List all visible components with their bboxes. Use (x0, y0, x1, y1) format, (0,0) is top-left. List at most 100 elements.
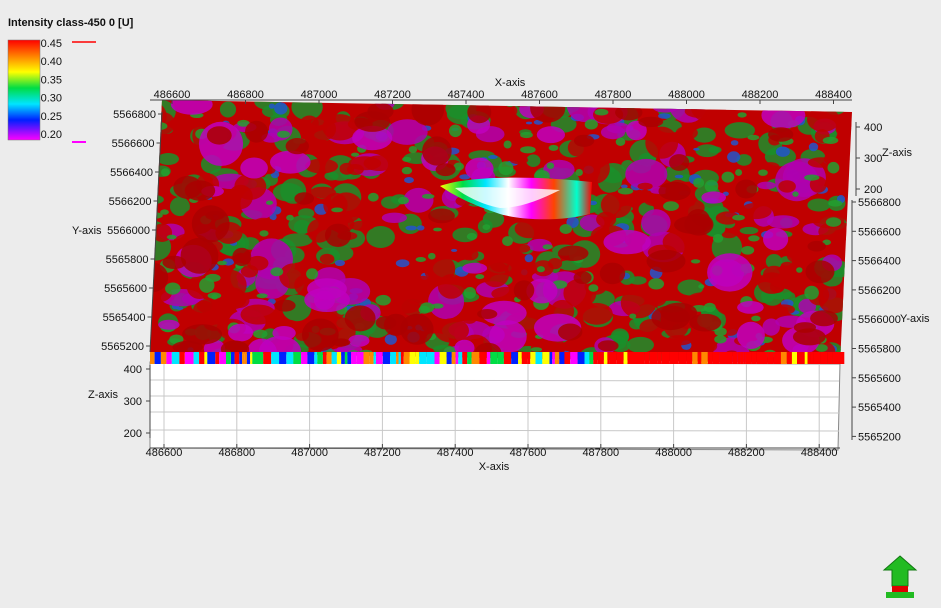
strip-segment (373, 352, 376, 364)
x-tick-label-top: 488000 (668, 89, 705, 101)
strip-segment (244, 352, 247, 364)
surface-patch (305, 158, 339, 174)
y-tick-label-left: 5566800 (113, 109, 156, 121)
strip-segment (160, 352, 167, 364)
surface-patch (807, 240, 826, 252)
strip-segment (419, 352, 427, 364)
surface-patch (498, 161, 514, 176)
surface-patch (277, 130, 290, 138)
surface-patch (282, 233, 313, 247)
x-tick-label-top: 487800 (595, 89, 632, 101)
strip-segment (791, 352, 797, 364)
surface-patch (625, 158, 668, 190)
strip-segment (252, 352, 260, 364)
strip-segment (317, 352, 323, 364)
surface-patch (638, 116, 664, 128)
strip-segment (382, 352, 391, 364)
strip-segment (271, 352, 280, 364)
surface-patch (514, 244, 531, 253)
y-tick-label-right: 5566000 (858, 314, 901, 326)
strip-segment (390, 352, 397, 364)
surface-patch (712, 234, 724, 243)
surface-patch (489, 257, 510, 273)
surface-patch (285, 138, 309, 155)
x-tick-label-bottom: 487600 (510, 447, 547, 459)
surface-patch (646, 249, 686, 273)
strip-segment (603, 352, 608, 364)
strip-segment (521, 352, 528, 364)
surface-patch (435, 163, 456, 177)
surface-patch (349, 220, 375, 231)
x-tick-label-top: 486800 (227, 89, 264, 101)
surface-patch (597, 340, 619, 352)
surface-patch (460, 248, 479, 261)
surface-patch (348, 334, 370, 347)
surface-patch (211, 269, 247, 301)
surface-patch (751, 315, 761, 322)
surface-patch (449, 124, 462, 138)
surface-patch (514, 219, 546, 239)
surface-patch (398, 196, 409, 205)
y-axis-title-right: Y-axis (900, 313, 930, 325)
surface-patch (768, 127, 794, 142)
north-arrow-icon[interactable] (882, 555, 918, 598)
strip-segment (577, 352, 585, 364)
strip-segment (226, 352, 231, 364)
surface-patch (669, 154, 690, 171)
surface-patch (240, 265, 259, 278)
horizon-surface[interactable] (136, 84, 860, 376)
surface-patch (245, 120, 268, 143)
surface-patch (306, 268, 319, 280)
x-tick-label-bottom: 487200 (364, 447, 401, 459)
surface-patch (545, 344, 558, 354)
surface-patch (192, 300, 216, 321)
strip-segment (400, 352, 404, 364)
surface-patch (825, 217, 842, 227)
y-tick-label-left: 5565800 (106, 254, 149, 266)
surface-patch (599, 262, 626, 285)
strip-segment (719, 352, 726, 364)
surface-patch (674, 215, 713, 234)
y-tick-label-right: 5565200 (858, 431, 901, 443)
z-tick-label-right: 200 (864, 184, 882, 196)
surface-patch (575, 153, 610, 185)
strip-segment (415, 352, 420, 364)
strip-segment (231, 352, 235, 364)
surface-patch (256, 293, 268, 299)
surface-patch (620, 184, 628, 189)
strip-segment (193, 352, 200, 364)
strip-segment (242, 352, 245, 364)
strip-segment (219, 352, 226, 364)
strip-segment (760, 352, 768, 364)
surface-patch (704, 179, 719, 193)
x-tick-label-bottom: 488400 (801, 447, 838, 459)
surface-patch (482, 224, 491, 231)
surface-patch (761, 162, 780, 172)
surface-patch (481, 300, 527, 326)
surface-patch (433, 227, 442, 232)
surface-patch (730, 140, 739, 146)
surface-patch (805, 260, 835, 284)
surface-patch (577, 325, 599, 339)
surface-patch (228, 323, 254, 342)
strip-segment (150, 352, 155, 364)
surface-patch (352, 125, 393, 151)
surface-patch (739, 226, 759, 235)
surface-patch (835, 121, 852, 136)
x-axis-title-bottom: X-axis (479, 461, 510, 473)
surface-patch (462, 314, 477, 324)
surface-patch (199, 277, 215, 293)
x-tick-label-top: 487600 (521, 89, 558, 101)
surface-patch (428, 208, 455, 224)
surface-patch (804, 285, 819, 300)
surface-patch (240, 304, 277, 325)
surface-patch (422, 193, 435, 199)
surface-patch (298, 208, 315, 219)
legend-tick-label: 0.35 (41, 74, 62, 86)
surface-patch (404, 177, 414, 184)
surface-patch (182, 324, 223, 345)
surface-patch (652, 101, 679, 113)
surface-patch (603, 229, 651, 255)
strip-segment (609, 352, 613, 364)
